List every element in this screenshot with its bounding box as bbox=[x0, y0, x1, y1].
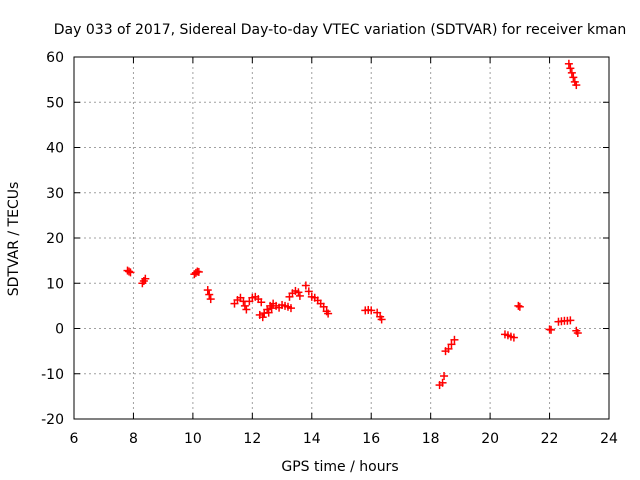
data-point bbox=[194, 267, 203, 276]
x-tick-label: 8 bbox=[129, 431, 138, 447]
data-point bbox=[257, 298, 266, 307]
data-point bbox=[567, 68, 576, 77]
data-point bbox=[573, 329, 582, 338]
data-point bbox=[514, 301, 523, 310]
data-point bbox=[294, 288, 303, 297]
data-point bbox=[566, 64, 575, 73]
data-point bbox=[566, 316, 575, 325]
y-tick-label: 10 bbox=[46, 276, 64, 292]
data-point bbox=[440, 372, 449, 381]
data-point bbox=[206, 295, 215, 304]
x-tick-label: 22 bbox=[541, 431, 559, 447]
data-points bbox=[123, 59, 582, 390]
y-tick-label: 30 bbox=[46, 186, 64, 202]
data-point bbox=[447, 340, 456, 349]
y-axis: -20 -10 0 10 20 30 40 50 60 bbox=[41, 50, 609, 428]
x-tick-label: 16 bbox=[362, 431, 380, 447]
x-tick-label: 20 bbox=[481, 431, 499, 447]
x-tick-label: 24 bbox=[600, 431, 618, 447]
data-point bbox=[367, 306, 376, 315]
data-point bbox=[205, 290, 214, 299]
data-point bbox=[242, 305, 251, 314]
data-point bbox=[377, 315, 386, 324]
data-point bbox=[450, 335, 459, 344]
y-tick-label: 20 bbox=[46, 231, 64, 247]
data-point bbox=[438, 378, 447, 387]
y-tick-label: 0 bbox=[55, 322, 64, 338]
data-point bbox=[515, 302, 524, 311]
grid bbox=[74, 57, 609, 419]
data-point bbox=[286, 304, 295, 313]
y-tick-label: 40 bbox=[46, 141, 64, 157]
data-point bbox=[301, 281, 310, 290]
x-tick-label: 14 bbox=[303, 431, 321, 447]
data-point bbox=[444, 344, 453, 353]
y-axis-title: SDTVAR / TECUs bbox=[6, 182, 22, 297]
data-point bbox=[240, 301, 249, 310]
data-point bbox=[126, 268, 135, 277]
data-point bbox=[319, 302, 328, 311]
data-point bbox=[569, 73, 578, 82]
y-tick-label: -10 bbox=[41, 367, 64, 383]
data-point bbox=[264, 308, 273, 317]
data-point bbox=[572, 81, 581, 90]
y-tick-label: 60 bbox=[46, 50, 64, 66]
data-point bbox=[304, 287, 313, 296]
x-tick-label: 18 bbox=[422, 431, 440, 447]
data-point bbox=[258, 313, 267, 322]
data-point bbox=[141, 274, 150, 283]
data-point bbox=[124, 267, 133, 276]
x-tick-label: 10 bbox=[184, 431, 202, 447]
chart-title: Day 033 of 2017, Sidereal Day-to-day VTE… bbox=[54, 22, 626, 38]
data-point bbox=[203, 286, 212, 295]
x-tick-label: 12 bbox=[243, 431, 261, 447]
x-tick-label: 6 bbox=[70, 431, 79, 447]
y-tick-label: 50 bbox=[46, 95, 64, 111]
x-axis-title: GPS time / hours bbox=[281, 459, 398, 475]
y-tick-label: -20 bbox=[41, 412, 64, 428]
data-point bbox=[547, 325, 556, 334]
data-point bbox=[295, 291, 304, 300]
x-axis: 6 8 10 12 14 16 18 20 22 24 bbox=[70, 57, 618, 447]
data-point bbox=[564, 59, 573, 68]
data-point bbox=[509, 333, 518, 342]
data-point bbox=[324, 309, 333, 318]
data-point bbox=[373, 308, 382, 317]
